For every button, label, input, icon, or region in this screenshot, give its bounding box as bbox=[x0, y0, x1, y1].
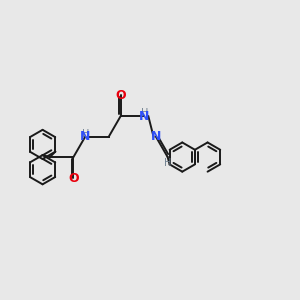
Text: O: O bbox=[68, 172, 79, 185]
Text: N: N bbox=[139, 110, 149, 123]
Text: H: H bbox=[141, 108, 148, 118]
Text: O: O bbox=[115, 88, 126, 102]
Text: H: H bbox=[164, 158, 171, 168]
Text: N: N bbox=[151, 130, 161, 143]
Text: N: N bbox=[80, 130, 90, 143]
Text: H: H bbox=[82, 129, 89, 139]
